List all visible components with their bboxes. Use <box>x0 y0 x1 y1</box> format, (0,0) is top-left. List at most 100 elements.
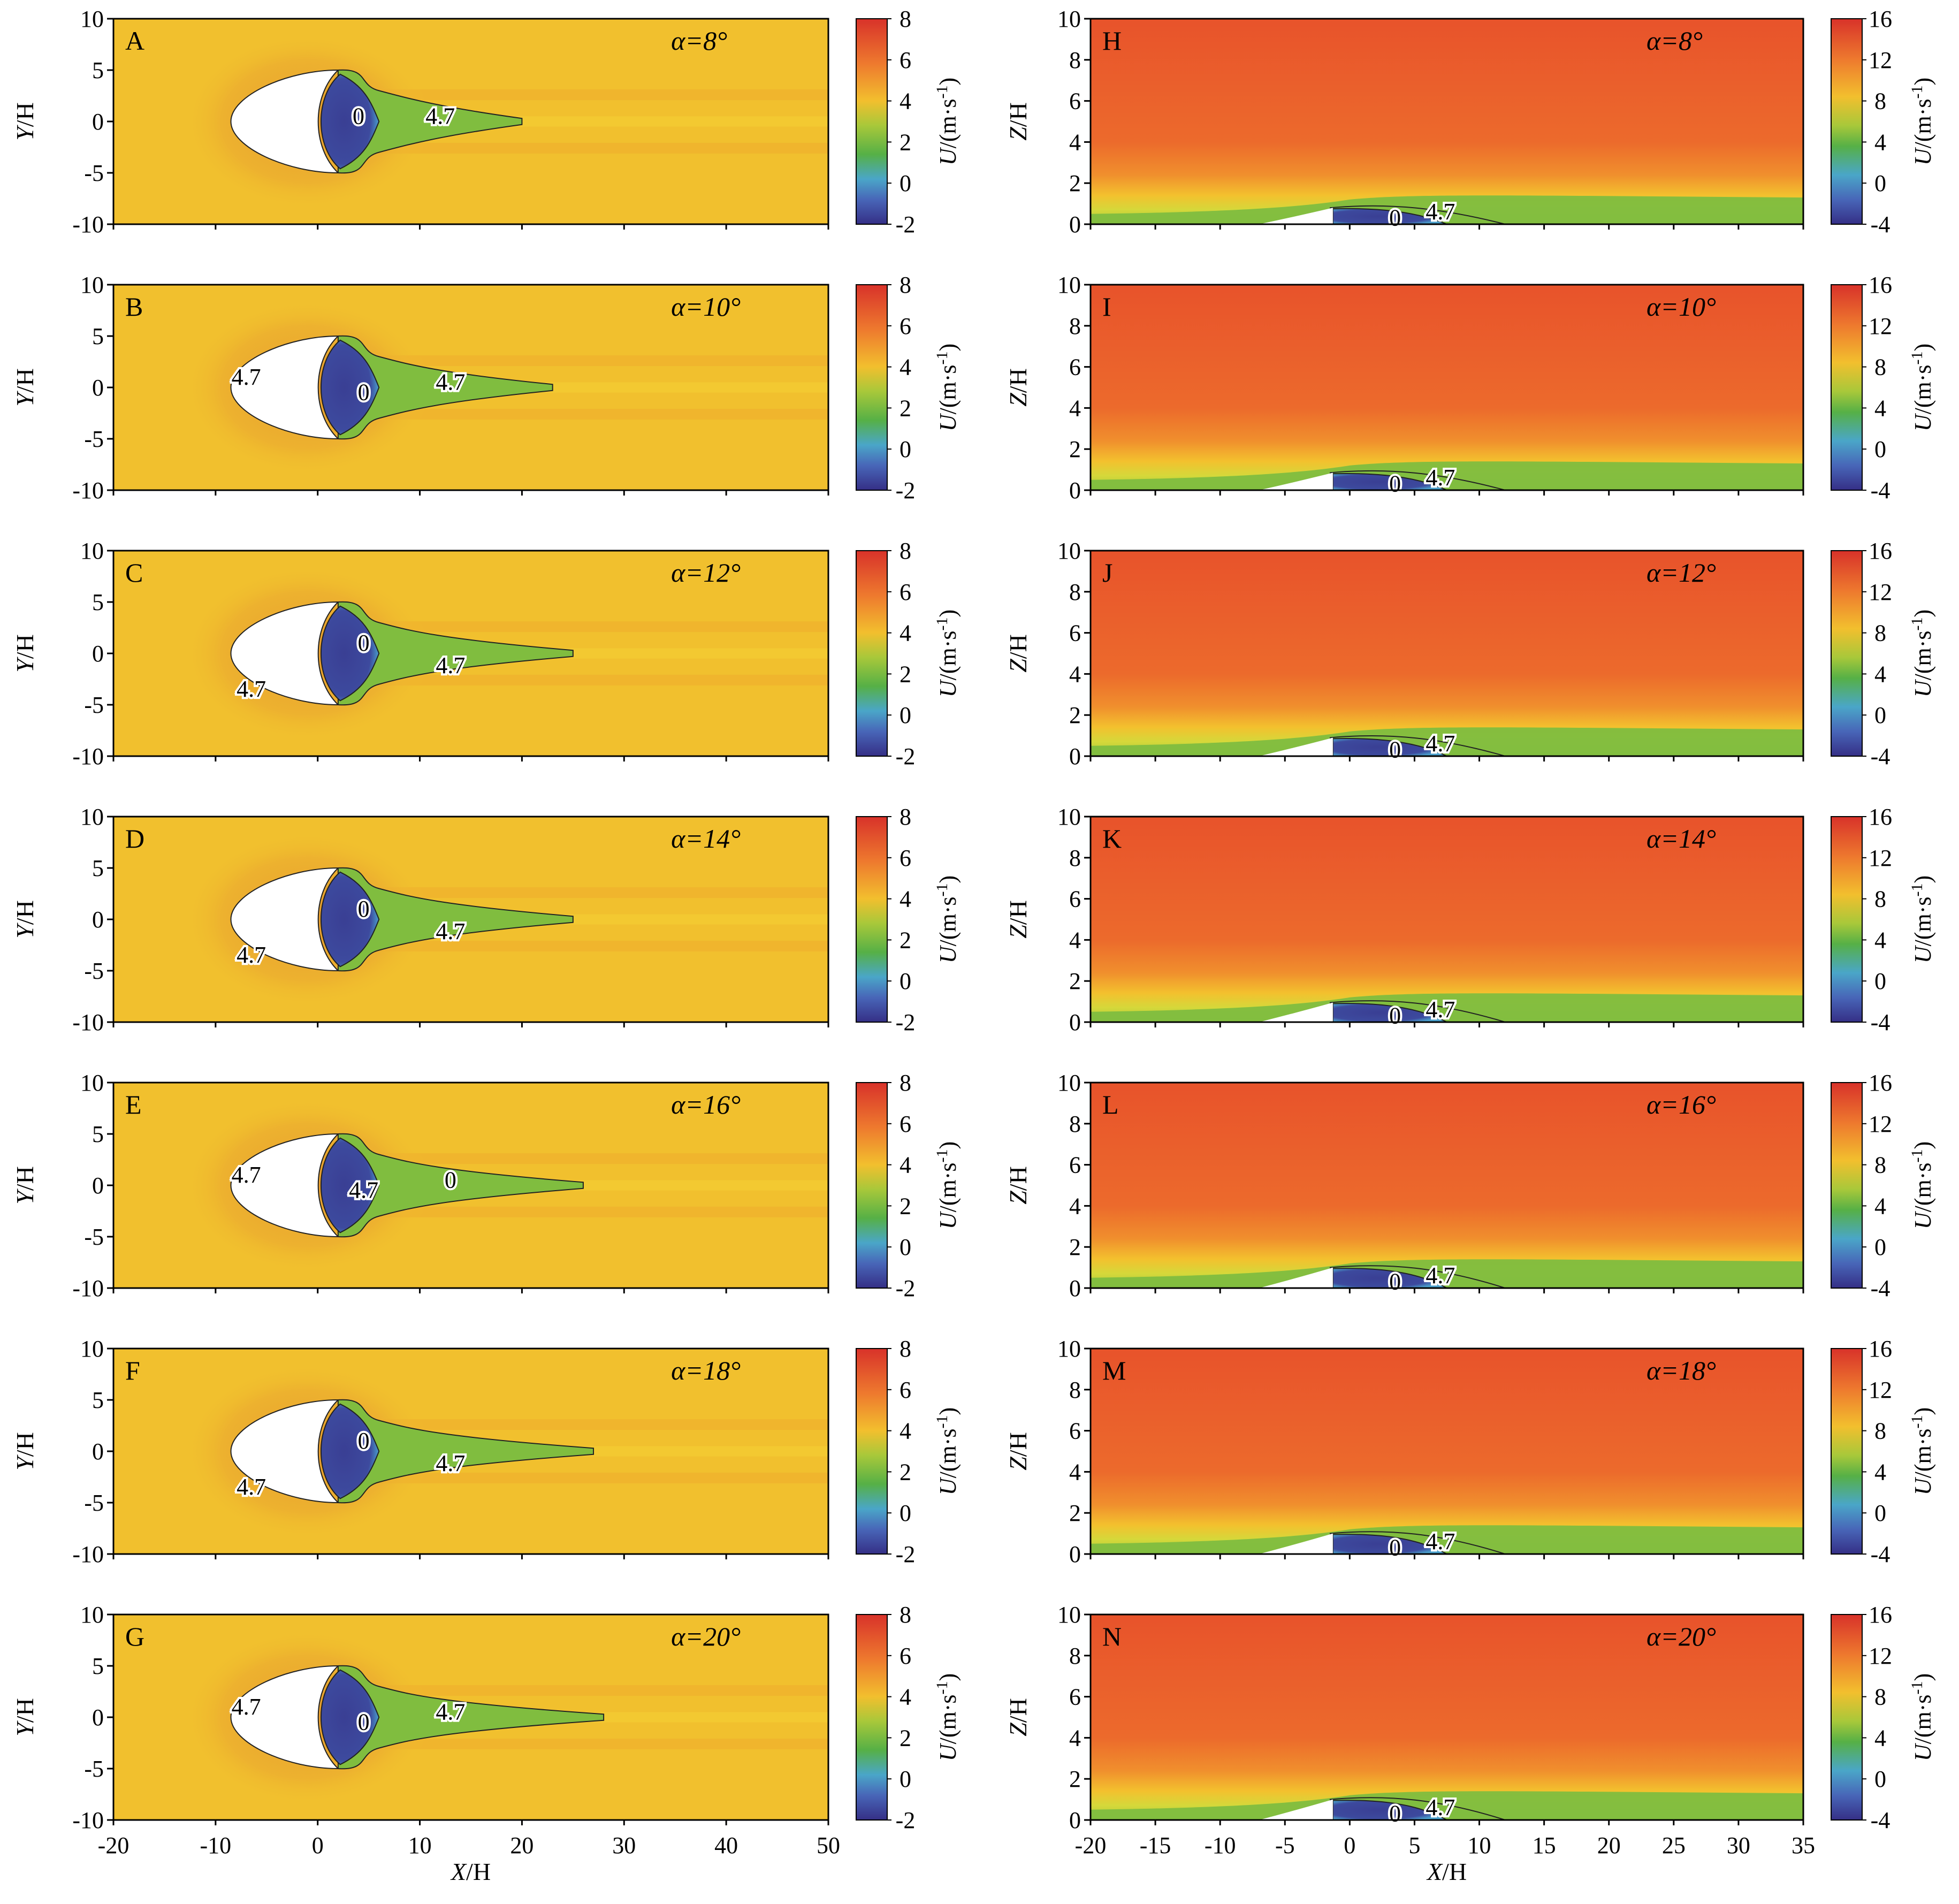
colorbar-tick-label: 2 <box>900 1193 911 1219</box>
colorbar-tick-label: 16 <box>1869 538 1892 564</box>
contour-label: 4.7 <box>436 1450 465 1476</box>
contour-label: 4.7 <box>425 103 455 129</box>
alpha-label: α=10° <box>1647 292 1716 322</box>
velocity-field <box>1091 1614 1803 1820</box>
y-tick-label: -5 <box>84 426 104 452</box>
contour-label: 0 <box>1389 1268 1401 1294</box>
colorbar-label: U/(m·s-1) <box>1908 1407 1936 1495</box>
x-axis-label: X/H <box>1426 1858 1467 1885</box>
colorbar <box>856 550 888 757</box>
colorbar <box>856 18 888 225</box>
colorbar-tick-label: 2 <box>900 1725 911 1751</box>
y-axis-label: Y/H <box>11 368 39 407</box>
colorbar-label: U/(m·s-1) <box>1908 1141 1936 1229</box>
contour-label: 4.7 <box>237 676 266 702</box>
y-tick-label: 0 <box>1069 743 1081 770</box>
contour-label: 4.7 <box>436 652 465 679</box>
velocity-field <box>113 1614 828 1820</box>
contour-label: 0 <box>358 1709 370 1735</box>
colorbar-tick-label: 0 <box>1874 170 1886 196</box>
y-tick-label: 6 <box>1069 886 1081 912</box>
plot-frame <box>1089 1082 1804 1289</box>
y-tick-label: 6 <box>1069 620 1081 646</box>
y-tick-label: 0 <box>92 375 104 401</box>
contour-label: 4.7 <box>232 1162 261 1188</box>
alpha-label: α=20° <box>671 1621 741 1651</box>
colorbar-tick-label: 6 <box>900 1643 911 1669</box>
alpha-label: α=14° <box>1647 824 1716 854</box>
panel-K: 0 4.7 K α=14° 10 8 6 4 2 0 Z/H 16 12 8 4 0 -4 U/(m·s-1) <box>1004 804 1936 1035</box>
alpha-label: α=10° <box>671 292 741 322</box>
colorbar-tick-label: 0 <box>1874 1500 1886 1526</box>
colorbar <box>1831 1614 1863 1821</box>
colorbar-tick-label: 16 <box>1869 6 1892 32</box>
contour-label: 0 <box>1389 204 1401 231</box>
dune-body <box>230 1665 340 1770</box>
colorbar-label: U/(m·s-1) <box>933 610 961 697</box>
panel-letter: L <box>1102 1090 1119 1119</box>
contour-label: 0 <box>1389 1534 1401 1560</box>
colorbar-tick-label: 4 <box>1874 395 1886 421</box>
contour-label: 0 <box>1389 1800 1401 1826</box>
y-tick-label: 5 <box>92 1121 104 1147</box>
y-tick-label: 10 <box>1057 272 1081 298</box>
dune-body <box>1259 1267 1333 1288</box>
colorbar-tick-label: 12 <box>1869 313 1892 339</box>
velocity-field <box>113 817 828 1022</box>
y-tick-label: 10 <box>1057 6 1081 32</box>
velocity-field <box>1091 19 1803 224</box>
y-tick-label: 5 <box>92 323 104 349</box>
panel-letter: M <box>1102 1355 1126 1385</box>
colorbar-tick-label: 2 <box>900 661 911 687</box>
dune-body <box>1259 1533 1333 1554</box>
panel-letter: C <box>125 558 143 588</box>
colorbar-tick-label: 0 <box>1874 702 1886 728</box>
contour-label: 4.7 <box>1426 464 1455 491</box>
plot-frame <box>1089 18 1804 225</box>
y-axis-label: Y/H <box>11 634 39 673</box>
alpha-label: α=16° <box>1647 1090 1716 1119</box>
panel-letter: I <box>1102 292 1111 322</box>
x-tick-label: -20 <box>98 1832 129 1859</box>
panel-letter: E <box>125 1090 142 1119</box>
velocity-field <box>113 551 828 756</box>
colorbar-tick-label: 0 <box>1874 1234 1886 1260</box>
colorbar-tick-label: 0 <box>900 1766 911 1792</box>
y-tick-label: -5 <box>84 958 104 984</box>
colorbar-tick-label: 0 <box>1874 968 1886 994</box>
y-tick-label: 4 <box>1069 129 1081 155</box>
colorbar-label: U/(m·s-1) <box>933 1141 961 1229</box>
dune-body <box>230 69 340 174</box>
colorbar-tick-label: 12 <box>1869 47 1892 73</box>
contour-label: 4.7 <box>1426 1528 1455 1555</box>
y-tick-label: 6 <box>1069 88 1081 115</box>
colorbar-tick-label: -2 <box>896 1009 916 1035</box>
colorbar-tick-label: 8 <box>900 804 911 830</box>
colorbar-tick-label: -4 <box>1871 1009 1891 1035</box>
y-tick-label: 10 <box>80 1070 104 1096</box>
colorbar-tick-label: 4 <box>1874 1725 1886 1751</box>
panel-E: 4.7 4.7 0 E α=16° 10 5 0 -5 -10 Y/H 8 6 4 2 0 -2 U/(m·s-1… <box>11 1070 961 1301</box>
colorbar-tick-label: 16 <box>1869 1070 1892 1096</box>
y-tick-label: 0 <box>92 1438 104 1465</box>
colorbar-tick-label: 8 <box>900 538 911 564</box>
colorbar-tick-label: 8 <box>1874 88 1886 115</box>
colorbar-tick-label: 0 <box>900 436 911 462</box>
contour-label: 4.7 <box>1426 199 1455 225</box>
colorbar-tick-label: 8 <box>900 1070 911 1096</box>
alpha-label: α=8° <box>671 26 727 56</box>
y-tick-label: 10 <box>1057 1602 1081 1628</box>
contour-label: 0 <box>1389 470 1401 497</box>
panel-C: 0 4.7 4.7 C α=12° 10 5 0 -5 -10 Y/H 8 6 4 2 0 -2 U/(m·s-1… <box>11 538 961 770</box>
x-tick-label: 0 <box>312 1832 324 1859</box>
colorbar <box>1831 816 1863 1023</box>
colorbar-tick-label: 12 <box>1869 579 1892 605</box>
y-axis-label: Y/H <box>11 1166 39 1205</box>
recirculation-contour-0 <box>321 1137 380 1233</box>
dune-body <box>230 335 340 440</box>
colorbar-tick-label: 8 <box>1874 620 1886 646</box>
y-tick-label: 0 <box>1069 1807 1081 1833</box>
colorbar-tick-label: 16 <box>1869 804 1892 830</box>
colorbar-tick-label: 8 <box>900 1336 911 1362</box>
x-tick-label: 10 <box>1468 1832 1491 1859</box>
